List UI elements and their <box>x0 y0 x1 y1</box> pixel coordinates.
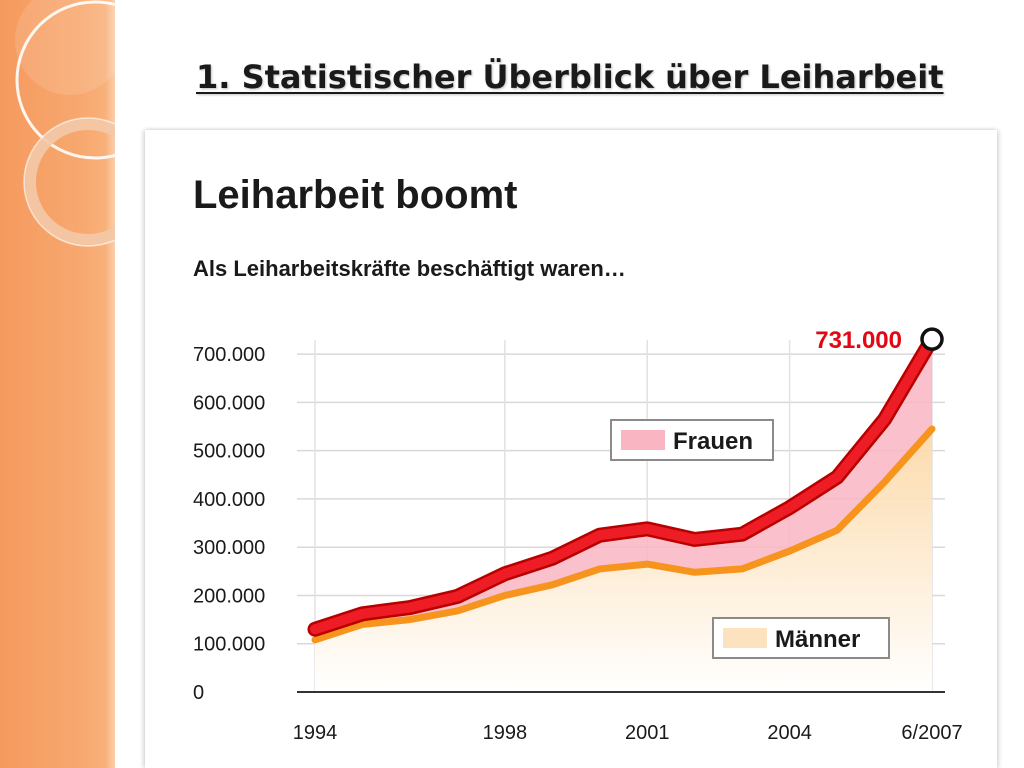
legend-swatch <box>621 430 665 450</box>
y-tick-label: 500.000 <box>193 441 265 463</box>
y-tick-label: 600.000 <box>193 392 265 414</box>
decorative-circles <box>15 0 115 247</box>
legend-item-maenner: Männer <box>712 617 890 659</box>
total-line <box>310 334 937 635</box>
y-tick-label: 200.000 <box>193 585 265 607</box>
y-tick-label: 0 <box>193 682 204 704</box>
x-tick-label: 1998 <box>483 722 528 744</box>
legend-swatch <box>723 628 767 648</box>
x-tick-label: 6/2007 <box>901 722 962 744</box>
chart-panel: Leiharbeit boomt Als Leiharbeitskräfte b… <box>145 130 997 768</box>
peak-value-label: 731.000 <box>815 327 902 354</box>
slide-title: 1. Statistischer Überblick über Leiharbe… <box>196 58 944 96</box>
chart: Leiharbeit boomt Als Leiharbeitskräfte b… <box>193 173 963 744</box>
y-tick-label: 300.000 <box>193 537 265 559</box>
chart-title: Leiharbeit boomt <box>193 173 517 217</box>
y-tick-label: 400.000 <box>193 489 265 511</box>
series-line-maenner <box>311 425 936 644</box>
x-tick-label: 2001 <box>625 722 670 744</box>
legend-item-frauen: Frauen <box>610 419 774 461</box>
legend-label: Männer <box>775 626 860 653</box>
sidebar-decoration <box>0 0 115 768</box>
peak-marker <box>920 327 944 351</box>
legend-label: Frauen <box>673 428 753 455</box>
chart-subtitle: Als Leiharbeitskräfte beschäftigt waren… <box>193 256 626 281</box>
y-tick-label: 700.000 <box>193 344 265 366</box>
x-tick-label: 1994 <box>293 722 338 744</box>
y-tick-label: 100.000 <box>193 634 265 656</box>
x-tick-label: 2004 <box>767 722 812 744</box>
